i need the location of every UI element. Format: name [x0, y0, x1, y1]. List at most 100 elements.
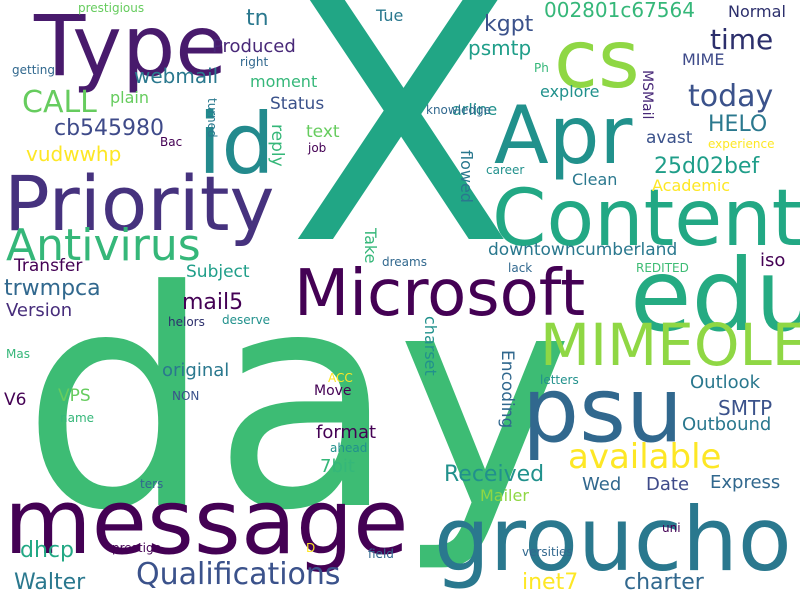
word-Encoding: Encoding — [497, 350, 517, 429]
word-downtowncumberland: downtowncumberland — [488, 240, 678, 260]
word-Wed: Wed — [582, 474, 622, 495]
word-day: day — [22, 227, 574, 576]
word-002801c67564: 002801c67564 — [544, 0, 695, 22]
word-format: format — [316, 422, 377, 443]
word-charter: charter — [624, 570, 704, 595]
word-time: time — [710, 23, 774, 56]
word-name: name — [60, 411, 95, 425]
word-helors: helors — [168, 315, 205, 329]
word-Version: Version — [6, 300, 73, 321]
word-MIME: MIME — [682, 50, 725, 69]
word-experience: experience — [708, 137, 775, 151]
word-Date: Date — [646, 474, 690, 495]
word-career: career — [486, 163, 525, 177]
word-prestigious: prestigious — [78, 1, 145, 15]
word-Walter: Walter — [14, 570, 86, 595]
word-lack: lack — [508, 261, 533, 275]
word-ACC: ACC — [328, 371, 353, 385]
word-charset: charset — [421, 316, 440, 376]
word-Outbound: Outbound — [682, 414, 772, 435]
word-Normal: Normal — [728, 2, 786, 21]
word-text: text — [306, 122, 340, 142]
word-ters: ters — [140, 477, 164, 491]
word-moment: moment — [250, 72, 318, 91]
word-Apr: Apr — [494, 89, 633, 182]
word-REDITED: REDITED — [636, 261, 689, 275]
word-id: id — [198, 95, 275, 193]
word-ahead: ahead — [330, 441, 368, 455]
word-Clean: Clean — [572, 170, 618, 189]
word-psu: psu — [522, 358, 684, 463]
word-right: right — [240, 55, 269, 69]
word-HELO: HELO — [708, 112, 768, 137]
word-letters: letters — [540, 373, 579, 387]
word-SMTP: SMTP — [718, 396, 773, 420]
word-Bac: Bac — [160, 135, 183, 149]
word-Qualifications: Qualifications — [136, 557, 341, 592]
word-inet7: inet7 — [522, 570, 579, 595]
word-25d02bef: 25d02bef — [654, 154, 760, 179]
word-7bit: 7bit — [320, 456, 355, 477]
word-MIMEOLE: MIMEOLE — [540, 311, 800, 379]
word-NON: NON — [172, 389, 200, 403]
word-knowledge: knowledge — [426, 103, 492, 117]
word-X: X — [288, 0, 515, 317]
word-message: message — [4, 470, 409, 575]
word-Mailer: Mailer — [480, 486, 529, 505]
word-job: job — [308, 141, 327, 155]
word-webmail: webmail — [134, 64, 219, 88]
word-D: D — [306, 541, 316, 555]
word-versities: versities — [522, 545, 573, 559]
word-psmtp: psmtp — [468, 36, 532, 60]
word-Mas: Mas — [6, 347, 30, 361]
word-groucho: groucho — [434, 488, 792, 591]
word-mail5: mail5 — [182, 290, 244, 315]
word-Transfer: Transfer — [14, 256, 83, 276]
word-Move: Move — [314, 383, 352, 399]
word-dhcp: dhcp — [20, 538, 74, 563]
word-dreams: dreams — [382, 255, 427, 269]
word-plain: plain — [110, 88, 149, 107]
word-iso: iso — [760, 250, 786, 271]
word-Produced: Produced — [212, 36, 296, 57]
word-trwmpca: trwmpca — [4, 276, 101, 301]
word-Status: Status — [270, 94, 325, 114]
word-Take: Take — [361, 228, 380, 264]
word-avast: avast — [646, 128, 693, 148]
word-prestige: prestige — [112, 541, 161, 555]
word-getting: getting — [12, 63, 55, 77]
word-CALL: CALL — [22, 85, 97, 120]
word-Received: Received — [444, 462, 545, 487]
word-today: today — [688, 79, 774, 114]
word-cb545980: cb545980 — [54, 116, 165, 141]
word-original: original — [162, 360, 230, 381]
word-VPS: VPS — [58, 386, 91, 406]
word-Outlook: Outlook — [690, 372, 761, 393]
word-edu: edu — [630, 237, 800, 354]
word-turned: turned — [205, 98, 219, 138]
word-Academic: Academic — [652, 176, 731, 195]
word-explore: explore — [540, 82, 600, 101]
word-Tue: Tue — [376, 6, 404, 25]
word-Express: Express — [710, 472, 781, 493]
word-V6: V6 — [4, 390, 27, 410]
word-cs: cs — [554, 13, 640, 106]
word-Priority: Priority — [4, 159, 275, 248]
word-deserve: deserve — [222, 313, 271, 327]
word-kgpt: kgpt — [484, 12, 534, 37]
word-reply: reply — [267, 124, 287, 167]
word-available: available — [568, 437, 722, 477]
word-arline: arline — [452, 100, 498, 119]
word-Content: Content — [492, 174, 800, 264]
word-uni: uni — [662, 521, 681, 535]
word-flowed: flowed — [457, 150, 476, 203]
word-Antivirus: Antivirus — [6, 220, 201, 271]
word-Microsoft: Microsoft — [294, 257, 586, 331]
word-vudwwhp: vudwwhp — [26, 142, 122, 166]
word-Type: Type — [34, 0, 227, 95]
word-field: field — [368, 547, 394, 561]
word-MSMail: MSMail — [639, 70, 655, 120]
word-Ph: Ph — [534, 61, 549, 75]
word-Subject: Subject — [186, 262, 250, 282]
